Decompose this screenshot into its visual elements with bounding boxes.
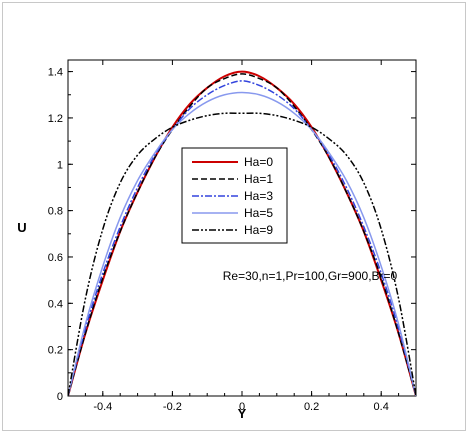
y-tick-label: 0.4 — [48, 298, 63, 310]
legend-label: Ha=3 — [244, 189, 273, 203]
x-axis-title: Y — [238, 406, 247, 421]
series-line-ha-5 — [68, 91, 416, 396]
series-line-ha-3 — [68, 80, 416, 396]
series-line-ha-9 — [68, 112, 416, 396]
legend-label: Ha=0 — [244, 155, 273, 169]
x-tick-label: 0.4 — [374, 401, 389, 413]
x-tick-label: -0.2 — [163, 401, 182, 413]
x-tick-label: -0.4 — [93, 401, 112, 413]
y-tick-label: 1.2 — [48, 113, 63, 125]
legend: Ha=0 Ha=1 Ha=3 Ha=5 Ha=9 — [181, 147, 288, 244]
y-tick-label: 0.6 — [48, 252, 63, 264]
y-tick-label: 1.4 — [48, 67, 63, 79]
x-tick-label: 0 — [239, 401, 245, 413]
chart-annotation: Re=30,n=1,Pr=100,Gr=900,Br=0 — [223, 269, 398, 283]
legend-label: Ha=5 — [244, 206, 273, 220]
y-tick-label: 0.8 — [48, 206, 63, 218]
legend-label: Ha=1 — [244, 172, 273, 186]
y-tick-label: 0.2 — [48, 345, 63, 357]
y-tick-label: 1 — [57, 159, 63, 171]
y-tick-label: 0 — [57, 391, 63, 403]
y-axis-title: U — [17, 220, 26, 235]
x-tick-label: 0.2 — [304, 401, 319, 413]
legend-label: Ha=9 — [244, 223, 273, 237]
series-line-ha-1 — [68, 73, 416, 396]
